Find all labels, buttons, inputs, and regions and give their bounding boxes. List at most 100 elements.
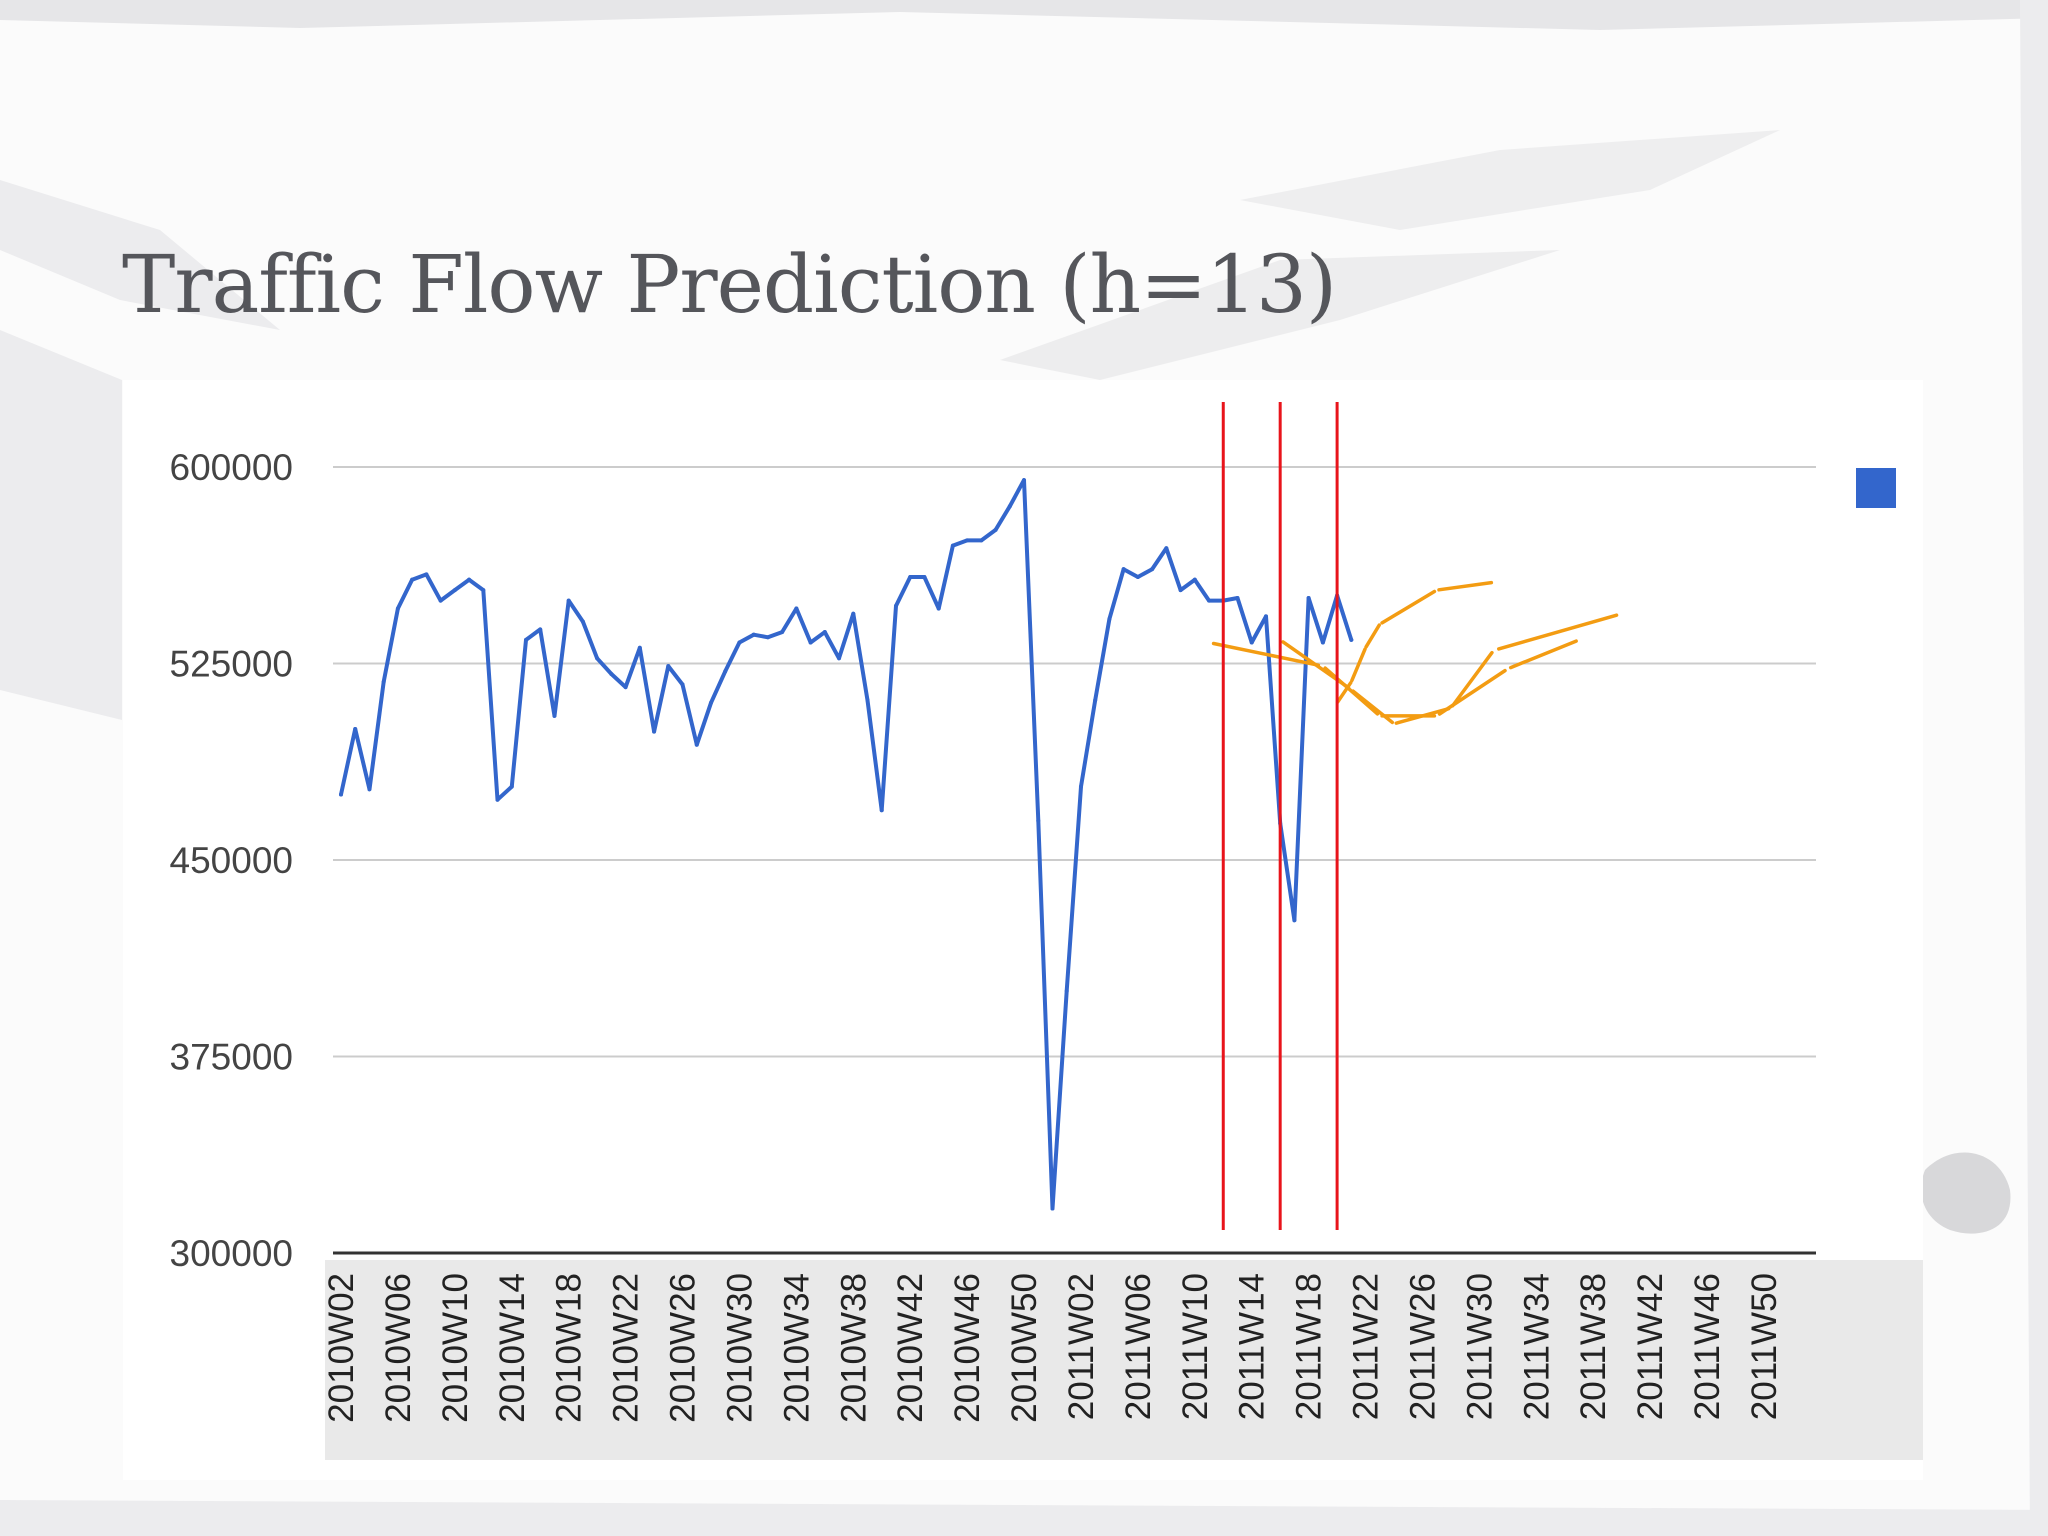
data-point [452, 588, 457, 593]
data-point [652, 729, 657, 734]
data-point [908, 575, 913, 580]
x-tick-label: 2011W26 [1403, 1273, 1442, 1420]
data-point [965, 538, 970, 543]
x-tick-label: 2011W34 [1517, 1273, 1556, 1420]
data-point [737, 640, 742, 645]
data-point [438, 598, 443, 603]
x-tick-label: 2011W46 [1688, 1273, 1727, 1420]
data-point [879, 808, 884, 813]
data-point [566, 598, 571, 603]
x-tick-label: 2011W02 [1062, 1273, 1101, 1420]
data-point [708, 700, 713, 705]
x-tick-label: 2010W46 [948, 1273, 987, 1423]
data-point [680, 682, 685, 687]
data-point [509, 784, 514, 789]
y-tick-label: 525000 [170, 644, 293, 685]
prediction-segment [1394, 706, 1451, 725]
prediction-segment [1350, 647, 1367, 683]
x-tick-label: 2010W10 [436, 1273, 475, 1423]
y-tick-label: 375000 [170, 1037, 293, 1078]
prediction-segment [1508, 639, 1578, 670]
data-point [1306, 596, 1311, 600]
vertical-markers [1221, 402, 1339, 1230]
x-tick-label: 2011W22 [1347, 1273, 1386, 1420]
data-point [1164, 546, 1169, 551]
x-tick-label: 2010W14 [493, 1273, 532, 1423]
data-point [637, 645, 642, 650]
data-point [765, 635, 770, 640]
prediction-segment [1351, 689, 1395, 725]
prediction-segment [1437, 668, 1507, 716]
data-point [1349, 637, 1354, 642]
data-point [1292, 918, 1297, 923]
data-point [751, 632, 756, 637]
x-tick-label: 2011W14 [1233, 1273, 1272, 1420]
x-tick-label: 2010W02 [322, 1273, 361, 1423]
data-point [837, 656, 842, 661]
data-point [1093, 698, 1098, 703]
data-point [353, 727, 358, 731]
data-point [666, 664, 671, 669]
x-tick-label: 2011W06 [1119, 1273, 1158, 1420]
data-point [993, 527, 998, 532]
x-tick-label: 2010W06 [379, 1273, 418, 1423]
y-axis-ticks: 300000 375000 450000 525000 600000 [170, 447, 293, 1274]
series-line [339, 478, 1354, 1211]
data-point [410, 577, 415, 582]
x-tick-label: 2011W18 [1290, 1273, 1329, 1420]
x-tick-label: 2011W50 [1745, 1273, 1784, 1420]
data-point [623, 685, 628, 690]
data-point [1135, 575, 1140, 580]
data-point [580, 619, 585, 624]
x-tick-label: 2010W26 [664, 1273, 703, 1423]
data-point [1036, 818, 1041, 823]
x-tick-label: 2010W34 [777, 1273, 816, 1423]
data-point [1022, 478, 1027, 483]
data-point [1178, 588, 1183, 593]
data-point [851, 611, 856, 616]
prediction-segment [1380, 589, 1437, 625]
data-point [794, 606, 799, 611]
prediction-layer [1211, 580, 1619, 725]
data-point [780, 630, 785, 635]
series-layer [339, 478, 1354, 1211]
data-point [1207, 598, 1212, 603]
data-point [822, 630, 827, 635]
data-point [395, 606, 400, 611]
x-tick-label: 2010W50 [1005, 1273, 1044, 1423]
data-point [609, 671, 614, 676]
y-tick-label: 600000 [170, 447, 293, 488]
prediction-segment [1437, 580, 1494, 592]
data-point [723, 669, 728, 674]
data-point [381, 679, 386, 684]
data-point [495, 797, 500, 802]
x-tick-label: 2011W30 [1460, 1273, 1499, 1420]
x-tick-label: 2010W42 [891, 1273, 930, 1423]
x-axis-ticks: 2010W02 2010W06 2010W10 2010W14 2010W18 2010W… [322, 1273, 1784, 1423]
data-point [1263, 614, 1268, 619]
data-point [523, 637, 528, 642]
data-point [865, 698, 870, 703]
x-tick-label: 2011W42 [1631, 1273, 1670, 1420]
data-point [467, 577, 472, 582]
data-point [979, 538, 984, 543]
data-point [1121, 567, 1126, 572]
data-point [367, 787, 372, 792]
data-point [893, 603, 898, 608]
data-point [936, 606, 941, 611]
data-point [1150, 567, 1155, 572]
data-point [481, 588, 486, 593]
x-tick-label: 2011W38 [1574, 1273, 1613, 1420]
data-point [950, 543, 955, 548]
x-tick-label: 2010W38 [834, 1273, 873, 1423]
data-point [1192, 577, 1197, 582]
data-point [922, 575, 927, 580]
data-point [1078, 784, 1083, 789]
chart-panel: 300000 375000 450000 525000 600000 2010W02 20… [123, 380, 1923, 1480]
prediction-segment [1335, 680, 1353, 704]
data-point [808, 640, 813, 645]
data-point [1007, 504, 1012, 509]
prediction-segment [1450, 650, 1494, 708]
data-point [424, 572, 429, 577]
